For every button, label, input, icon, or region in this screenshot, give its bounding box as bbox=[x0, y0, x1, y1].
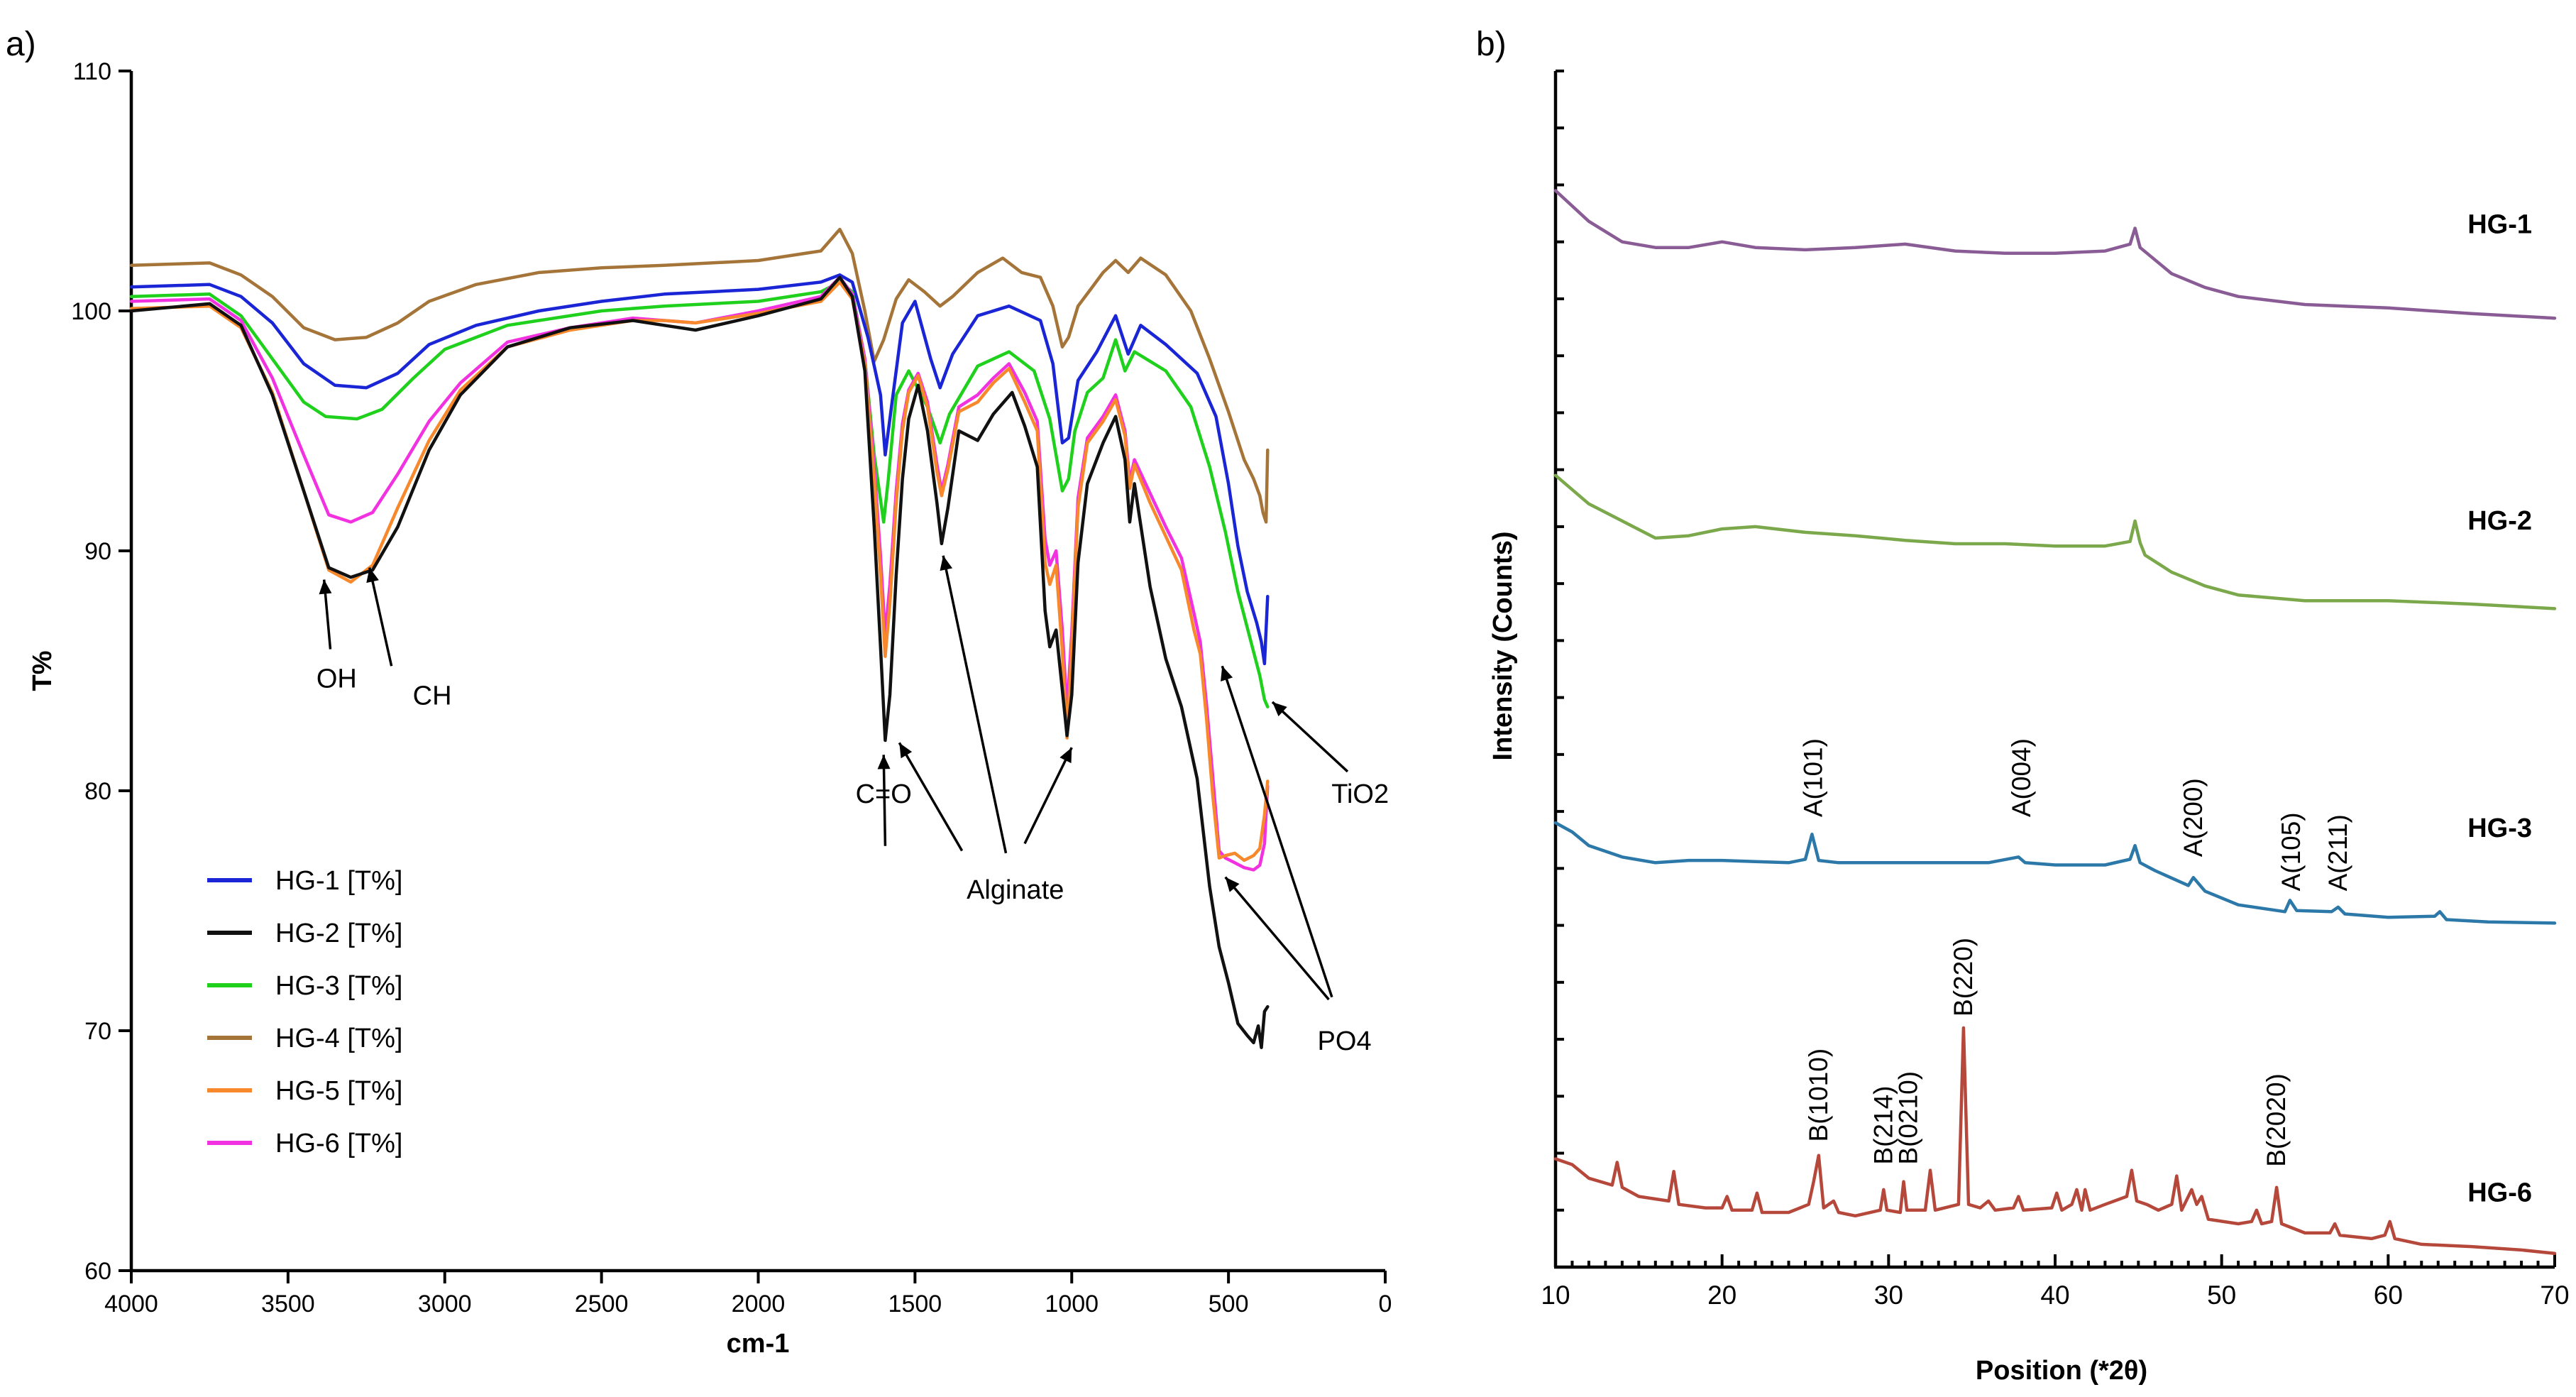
series-line-hg-1 bbox=[1553, 189, 2557, 320]
y-tick-label-a: 80 bbox=[84, 778, 111, 805]
legend-label: HG-3 [T%] bbox=[275, 971, 402, 1001]
series-line-hg-2 bbox=[129, 275, 1270, 1049]
x-tick-label-b: 50 bbox=[2207, 1281, 2236, 1310]
annotation-arrow bbox=[898, 742, 964, 852]
legend-item: HG-3 [T%] bbox=[207, 971, 402, 1001]
legend-label: HG-6 [T%] bbox=[275, 1129, 402, 1158]
series-line-hg-3 bbox=[1553, 821, 2557, 925]
series-line-hg-3 bbox=[129, 280, 1270, 708]
y-axis-title-a: T% bbox=[28, 651, 57, 691]
legend-item: HG-5 [T%] bbox=[207, 1076, 402, 1106]
y-axis-title-b: Intensity (Counts) bbox=[1488, 532, 1518, 761]
series-line-hg-1 bbox=[129, 273, 1270, 666]
legend-item: HG-4 [T%] bbox=[207, 1024, 402, 1053]
peak-label: B(0210) bbox=[1893, 1071, 1922, 1165]
annotation-tio2: TiO2 bbox=[1331, 779, 1389, 809]
x-tick-label-a: 500 bbox=[1209, 1291, 1249, 1317]
legend-label: HG-4 [T%] bbox=[275, 1024, 402, 1053]
y-tick-label-a: 90 bbox=[84, 538, 111, 565]
peak-label: A(004) bbox=[2007, 738, 2036, 817]
legend-item: HG-6 [T%] bbox=[207, 1129, 402, 1158]
series-line-hg-6 bbox=[1553, 1026, 2557, 1255]
legend-item: HG-2 [T%] bbox=[207, 919, 402, 948]
annotation-arrow bbox=[1023, 747, 1073, 845]
panel-a: a) 60 70 80 90 100 110 4000 3500 3000 2500 2000 15… bbox=[6, 26, 1392, 1359]
x-tick-label-a: 3000 bbox=[418, 1291, 472, 1317]
x-tick-label-a: 3500 bbox=[261, 1291, 315, 1317]
peak-label: A(101) bbox=[1799, 738, 1828, 817]
x-tick-label-a: 2500 bbox=[575, 1291, 629, 1317]
peak-label: A(105) bbox=[2277, 812, 2306, 891]
x-tick-label-b: 60 bbox=[2374, 1281, 2403, 1310]
annotation-arrow bbox=[1221, 665, 1333, 998]
annotation-arrow bbox=[877, 755, 891, 846]
panel-label-a: a) bbox=[6, 26, 36, 63]
legend-item: HG-1 [T%] bbox=[207, 866, 402, 896]
annotation-oh: OH bbox=[317, 664, 357, 694]
y-tick-label-a: 100 bbox=[71, 298, 111, 325]
x-tick-label-a: 1000 bbox=[1045, 1291, 1099, 1317]
series-line-hg-2 bbox=[1553, 473, 2557, 610]
annotation-arrow bbox=[1224, 876, 1330, 1001]
x-tick-label-b: 20 bbox=[1707, 1281, 1736, 1310]
series-label-hg-3: HG-3 bbox=[2467, 813, 2532, 843]
y-tick-label-a: 110 bbox=[73, 58, 111, 85]
series-label-hg-1: HG-1 bbox=[2467, 210, 2532, 240]
peak-label: A(200) bbox=[2179, 778, 2208, 857]
legend-label: HG-5 [T%] bbox=[275, 1076, 402, 1106]
series-label-hg-6: HG-6 bbox=[2467, 1178, 2532, 1208]
y-tick-label-a: 60 bbox=[84, 1258, 111, 1285]
peak-label: B(1010) bbox=[1804, 1048, 1833, 1142]
legend-label: HG-1 [T%] bbox=[275, 866, 402, 896]
series-label-hg-2: HG-2 bbox=[2467, 506, 2532, 536]
legend-label: HG-2 [T%] bbox=[275, 919, 402, 948]
x-tick-label-b: 40 bbox=[2040, 1281, 2069, 1310]
x-tick-label-b: 70 bbox=[2540, 1281, 2569, 1310]
panel-label-b: b) bbox=[1476, 26, 1507, 63]
x-tick-label-b: 10 bbox=[1541, 1281, 1570, 1310]
series-line-hg-4 bbox=[129, 227, 1270, 524]
annotation-arrow bbox=[1271, 701, 1349, 773]
panel-b: b) 10 20 30 40 50 60 70 HG-1 HG-2 HG-3 HG-6 A(101)… bbox=[1476, 26, 2570, 1386]
legend: HG-1 [T%] HG-2 [T%] HG-3 [T%] HG-4 [T%] HG-5… bbox=[207, 866, 402, 1158]
peak-label: B(214) bbox=[1868, 1086, 1898, 1165]
x-axis-title-a: cm-1 bbox=[727, 1329, 790, 1359]
annotation-alginate: Alginate bbox=[967, 875, 1064, 905]
peak-label: A(211) bbox=[2323, 814, 2352, 891]
peak-label: B(220) bbox=[1949, 938, 1978, 1017]
annotation-arrow bbox=[940, 555, 1008, 854]
annotation-arrow bbox=[366, 567, 393, 667]
y-tick-label-a: 70 bbox=[84, 1018, 111, 1045]
annotation-ch: CH bbox=[413, 681, 452, 711]
x-tick-label-b: 30 bbox=[1874, 1281, 1903, 1310]
series-line-hg-6 bbox=[129, 275, 1270, 872]
annotation-arrow bbox=[319, 579, 332, 650]
annotation-po4: PO4 bbox=[1318, 1026, 1372, 1056]
x-tick-label-a: 1500 bbox=[888, 1291, 942, 1317]
peak-label: B(2020) bbox=[2262, 1073, 2291, 1167]
series-line-hg-5 bbox=[129, 280, 1270, 862]
x-axis-title-b: Position (*2θ) bbox=[1976, 1356, 2147, 1386]
x-tick-label-a: 4000 bbox=[104, 1291, 158, 1317]
x-tick-label-a: 2000 bbox=[732, 1291, 786, 1317]
x-tick-label-a: 0 bbox=[1379, 1291, 1392, 1317]
